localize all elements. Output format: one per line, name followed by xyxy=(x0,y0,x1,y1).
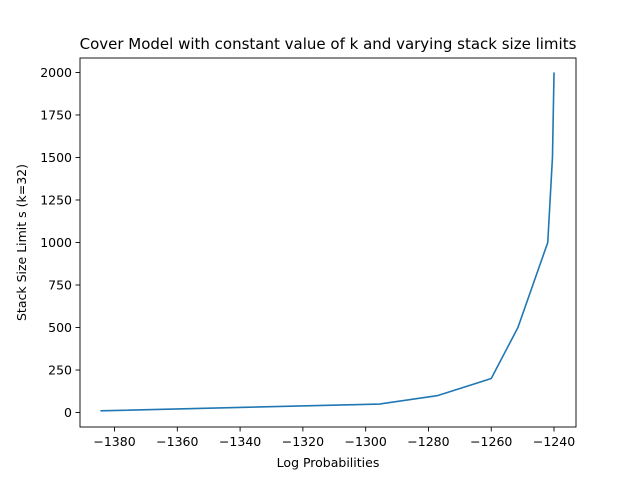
y-tick-label: 0 xyxy=(64,405,72,420)
x-tick-label: −1280 xyxy=(407,434,449,449)
x-axis-label: Log Probabilities xyxy=(277,455,380,470)
series-line-0 xyxy=(100,72,555,412)
x-tick-label: −1240 xyxy=(533,434,575,449)
x-tick-label: −1320 xyxy=(282,434,324,449)
y-tick-label: 1750 xyxy=(40,107,72,122)
y-tick-label: 1000 xyxy=(40,235,72,250)
x-tick-label: −1380 xyxy=(93,434,135,449)
x-axis: −1380 −1360 −1340 −1320 −1300 −1280 −1260 −1240 xyxy=(93,427,575,449)
y-tick-label: 250 xyxy=(48,363,72,378)
y-axis: 0 250 500 750 1000 1250 1500 1750 2000 xyxy=(40,65,80,420)
y-tick-label: 1250 xyxy=(40,192,72,207)
x-tick-label: −1360 xyxy=(156,434,198,449)
y-tick-label: 500 xyxy=(48,320,72,335)
chart-title: Cover Model with constant value of k and… xyxy=(80,35,577,53)
y-tick-label: 750 xyxy=(48,278,72,293)
plot-frame xyxy=(79,57,577,428)
y-tick-label: 1500 xyxy=(40,150,72,165)
x-tick-label: −1300 xyxy=(345,434,387,449)
x-tick-label: −1340 xyxy=(219,434,261,449)
y-tick-label: 2000 xyxy=(40,65,72,80)
x-tick-label: −1260 xyxy=(470,434,512,449)
plot-area xyxy=(100,72,555,412)
y-axis-label: Stack Size Limit s (k=32) xyxy=(14,164,29,321)
